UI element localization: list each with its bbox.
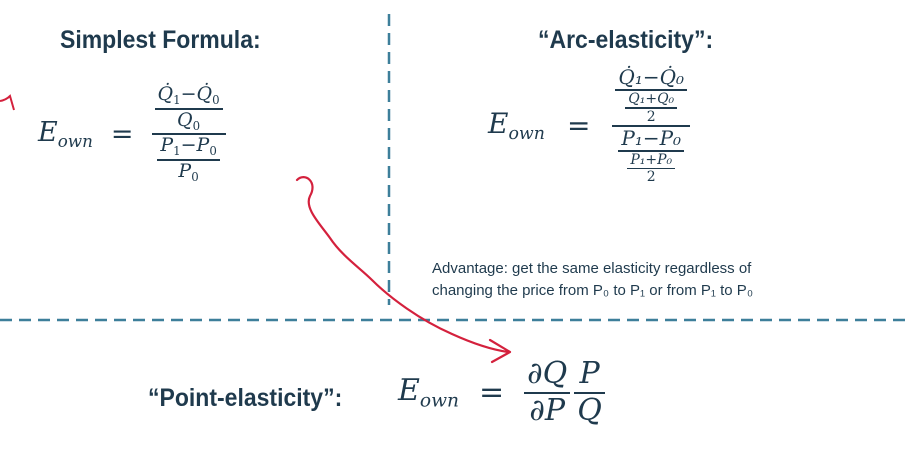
red-tick-mark — [0, 94, 15, 111]
arc-equals: = — [566, 109, 591, 143]
arc-main-fraction: Q̇₁−Q̇₀ Q₁+Q₀ 2 P₁−P₀ P₁+P₀ — [612, 66, 691, 186]
red-arrow — [295, 176, 510, 354]
point-derivative-fraction: ∂Q ∂P — [524, 356, 571, 428]
advantage-line-2: changing the price from P₀ to P₁ or from… — [432, 282, 754, 299]
point-elasticity-equation: Eown = ∂Q ∂P P Q — [398, 356, 605, 428]
arc-quantity-fraction: Q̇₁−Q̇₀ Q₁+Q₀ 2 — [615, 66, 688, 125]
arc-price-average: P₁+P₀ 2 — [627, 152, 676, 186]
arc-advantage-note: Advantage: get the same elasticity regar… — [432, 258, 753, 302]
point-ratio-fraction: P Q — [574, 356, 605, 428]
red-arrowhead — [488, 338, 512, 364]
simplest-formula-heading: Simplest Formula: — [60, 26, 261, 54]
arc-elasticity-heading: “Arc-elasticity”: — [538, 26, 714, 54]
arc-price-fraction: P₁−P₀ P₁+P₀ 2 — [618, 126, 685, 186]
simplest-formula-equation: Eown = Q̇1−Q̇0 Q0 P1−P0 P0 — [38, 83, 226, 185]
arc-lhs: Eown — [488, 107, 545, 145]
arc-quantity-average: Q₁+Q₀ 2 — [625, 91, 678, 125]
simplest-lhs: Eown — [38, 117, 93, 152]
point-equals: = — [479, 375, 505, 410]
simplest-main-fraction: Q̇1−Q̇0 Q0 P1−P0 P0 — [151, 83, 226, 185]
simplest-price-fraction: P1−P0 P0 — [157, 134, 220, 184]
simplest-quantity-fraction: Q̇1−Q̇0 Q0 — [154, 83, 223, 133]
simplest-equals: = — [110, 118, 134, 150]
advantage-line-1: Advantage: get the same elasticity regar… — [432, 260, 752, 277]
point-lhs: Eown — [398, 373, 459, 412]
arc-elasticity-equation: Eown = Q̇₁−Q̇₀ Q₁+Q₀ 2 P₁−P₀ — [488, 66, 691, 186]
point-elasticity-heading: “Point-elasticity”: — [148, 384, 343, 412]
